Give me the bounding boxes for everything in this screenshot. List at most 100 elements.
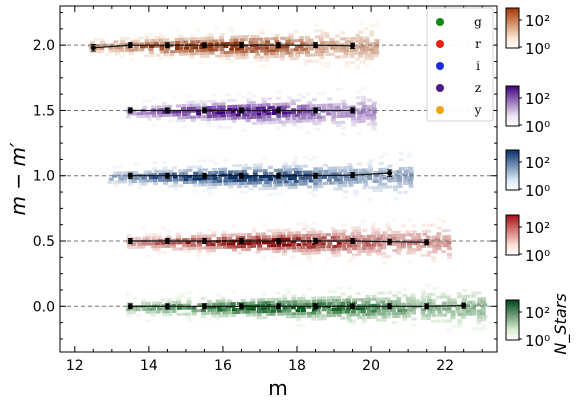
density-cell [425,253,431,257]
density-cell [436,232,442,236]
density-cell [317,182,323,186]
density-cell [387,179,393,183]
density-cell [340,132,346,136]
density-cell [482,315,488,319]
density-cell [304,44,310,48]
density-cell [261,292,267,296]
data-point [350,238,356,244]
density-cell [337,286,343,290]
density-cell [151,245,157,249]
density-cell [127,246,133,249]
density-cell [99,49,104,53]
density-cell [407,308,412,312]
density-cell [150,310,156,314]
density-cell [307,170,313,174]
density-cell [301,294,307,297]
density-cell [103,43,109,47]
density-cell [132,180,137,183]
density-cell [341,102,347,106]
density-cell [173,181,179,185]
density-cell [382,152,388,156]
density-cell [385,225,391,229]
density-cell [338,169,344,173]
density-cell [281,120,287,124]
density-cell [360,316,366,320]
density-cell [300,300,306,303]
density-cell [305,302,311,306]
density-cell [340,232,346,236]
density-cell [415,299,421,303]
density-cell [261,100,267,104]
density-cell [151,114,157,118]
density-cell [274,55,280,58]
density-cell [294,45,300,49]
density-cell [161,226,167,230]
density-cell [347,319,353,323]
density-cell [237,110,242,114]
density-y [88,21,380,70]
density-cell [330,236,336,239]
density-cell [298,45,304,48]
density-cell [376,249,382,253]
density-cell [175,41,181,44]
density-cell [258,163,263,167]
density-cell [301,252,307,255]
density-cell [170,50,176,54]
density-cell [293,48,299,52]
density-cell [119,43,125,47]
density-cell [171,110,177,114]
density-cell [310,110,316,114]
density-cell [202,177,207,181]
density-cell [341,229,347,233]
density-cell [481,297,487,301]
series-y [90,42,356,52]
density-cell [261,97,267,101]
density-cell [355,244,361,248]
density-cell [131,246,137,249]
density-cell [480,327,486,331]
density-cell [220,114,226,118]
density-cell [411,311,417,315]
density-cell [411,305,417,309]
density-cell [171,304,177,307]
density-cell [427,311,433,314]
density-cell [145,310,151,314]
density-cell [361,107,366,111]
density-cell [127,112,133,116]
density-cell [234,35,240,39]
density-cell [208,48,214,52]
density-cell [191,246,197,250]
density-cell [271,232,277,236]
density-cell [371,234,377,238]
density-cell [326,257,332,261]
density-cell [266,304,272,307]
density-cell [371,249,377,253]
density-cell [397,248,403,252]
density-cell [145,114,151,118]
density-cell [191,165,197,169]
density-cell [261,235,267,239]
density-cell [481,300,486,304]
density-cell [206,249,212,253]
density-cell [191,234,196,238]
density-cell [427,223,433,227]
density-cell [251,235,257,239]
density-cell [286,309,292,313]
density-cell [181,104,187,108]
density-cell [313,167,319,171]
density-cell [233,44,239,48]
density-cell [186,100,192,104]
density-cell [315,128,321,131]
density-cell [353,180,359,184]
density-cell [371,228,377,232]
density-cell [306,287,312,291]
density-cell [227,173,233,177]
density-cell [256,313,262,317]
density-cell [385,297,391,301]
density-cell [285,105,291,109]
median-points [90,42,467,310]
density-cell [279,54,285,58]
density-cell [420,296,426,300]
density-cell [391,233,397,237]
density-cell [360,219,366,223]
